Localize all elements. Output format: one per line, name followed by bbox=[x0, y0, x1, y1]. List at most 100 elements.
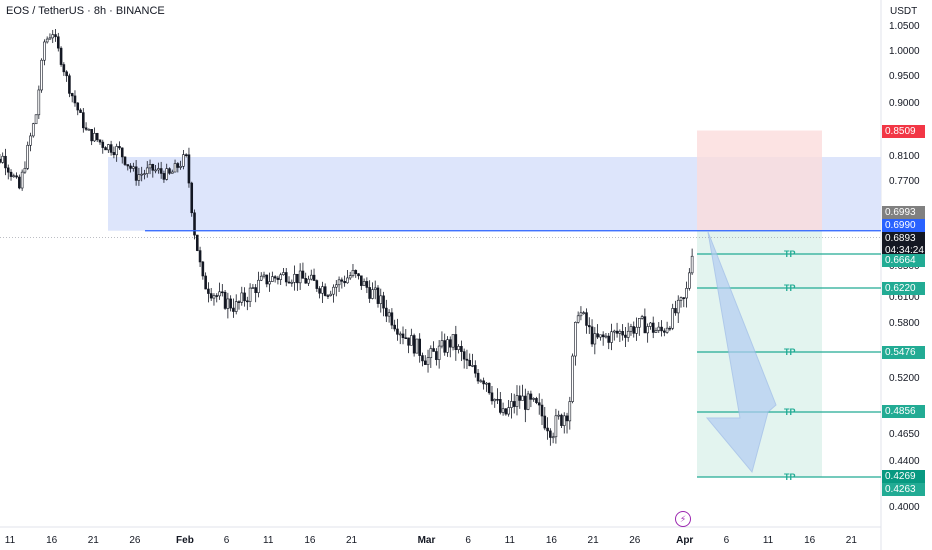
candle-body bbox=[26, 144, 30, 169]
candle-body bbox=[423, 360, 427, 365]
candle-body bbox=[462, 351, 466, 360]
candle-body bbox=[448, 339, 452, 348]
candle-body bbox=[407, 337, 410, 346]
candle-body bbox=[390, 312, 394, 326]
candle-body bbox=[140, 173, 143, 176]
candle-body bbox=[510, 401, 513, 408]
candle-body bbox=[599, 334, 602, 338]
candle-body bbox=[4, 155, 7, 169]
candle-body bbox=[557, 414, 560, 417]
candle-body bbox=[440, 340, 444, 347]
candle-body bbox=[473, 365, 477, 374]
candle-body bbox=[243, 292, 246, 302]
time-tick: Apr bbox=[676, 535, 694, 546]
candle-body bbox=[479, 380, 483, 383]
countdown-label: 04:34:24 bbox=[882, 244, 925, 257]
candle-body bbox=[568, 401, 572, 422]
candle-body bbox=[379, 295, 383, 304]
candle-body bbox=[118, 146, 121, 149]
tp-label-1: TP bbox=[784, 249, 796, 259]
candle-body bbox=[585, 312, 588, 326]
candle-body bbox=[229, 298, 232, 309]
candle-body bbox=[276, 277, 280, 280]
candle-body bbox=[218, 291, 221, 297]
candle-body bbox=[493, 398, 497, 402]
candle-body bbox=[115, 146, 118, 156]
symbol-title[interactable]: EOS / TetherUS · 8h · BINANCE bbox=[6, 5, 165, 17]
price-axis-unit[interactable]: USDT bbox=[890, 6, 918, 17]
tp2-price-label: 0.6220 bbox=[882, 282, 925, 295]
candle-body bbox=[587, 325, 591, 328]
candle-body bbox=[688, 272, 691, 289]
candle-body bbox=[20, 171, 24, 189]
candle-body bbox=[654, 330, 658, 333]
price-tick: 0.4650 bbox=[889, 428, 920, 440]
price-tick: 1.0500 bbox=[889, 21, 920, 32]
price-tick: 0.5200 bbox=[889, 372, 920, 384]
candle-body bbox=[371, 289, 374, 299]
candle-body bbox=[40, 59, 43, 91]
tp5-price-label: 0.4269 bbox=[882, 470, 925, 483]
candle-body bbox=[56, 36, 60, 49]
candle-body bbox=[471, 365, 474, 367]
candle-body bbox=[43, 41, 46, 61]
candle-body bbox=[676, 299, 680, 314]
candle-body bbox=[93, 133, 96, 142]
candle-body bbox=[240, 292, 244, 303]
low-price-label: 0.4263 bbox=[882, 483, 925, 496]
lightning-icon[interactable]: ⚡ bbox=[675, 511, 691, 527]
candle-body bbox=[307, 278, 310, 284]
tp-label-5: TP bbox=[784, 472, 796, 482]
candle-body bbox=[198, 250, 202, 263]
candle-body bbox=[193, 212, 196, 236]
candle-body bbox=[640, 316, 644, 319]
price-tick: 0.7700 bbox=[889, 176, 920, 187]
candle-body bbox=[201, 261, 205, 277]
candle-body bbox=[532, 398, 535, 400]
candle-body bbox=[45, 38, 49, 43]
candle-body bbox=[257, 279, 260, 293]
candle-body bbox=[485, 382, 488, 385]
tp-label-3: TP bbox=[784, 347, 796, 357]
candle-body bbox=[507, 407, 510, 415]
candle-body bbox=[663, 330, 666, 333]
candle-body bbox=[579, 312, 583, 317]
candle-body bbox=[287, 281, 291, 284]
candle-body bbox=[621, 331, 624, 336]
candle-body bbox=[284, 272, 288, 283]
candle-body bbox=[268, 281, 271, 285]
candle-body bbox=[451, 334, 455, 348]
candle-body bbox=[301, 270, 305, 279]
candle-body bbox=[173, 163, 177, 173]
time-tick: 21 bbox=[845, 535, 857, 546]
candle-body bbox=[343, 280, 346, 284]
candle-body bbox=[265, 274, 269, 285]
tp-label-2: TP bbox=[784, 283, 796, 293]
candle-body bbox=[65, 71, 68, 77]
candle-body bbox=[593, 333, 597, 345]
candle-body bbox=[421, 355, 424, 362]
price-tick: 0.5800 bbox=[889, 318, 920, 330]
candle-body bbox=[521, 395, 524, 401]
candle-body bbox=[560, 414, 563, 426]
candle-body bbox=[212, 295, 216, 299]
candle-body bbox=[251, 287, 255, 289]
candle-body bbox=[207, 288, 210, 294]
candle-body bbox=[435, 351, 438, 360]
candle-body bbox=[159, 168, 163, 174]
candle-body bbox=[649, 322, 652, 327]
candle-body bbox=[499, 399, 502, 413]
price-tick: 0.9000 bbox=[889, 98, 920, 109]
time-tick: 11 bbox=[4, 535, 16, 546]
candle-body bbox=[365, 281, 369, 288]
candle-body bbox=[101, 141, 105, 148]
candle-body bbox=[182, 154, 185, 167]
candle-body bbox=[157, 168, 160, 171]
price-tick: 0.4000 bbox=[889, 502, 920, 513]
candle-body bbox=[187, 154, 191, 184]
candle-body bbox=[221, 291, 224, 294]
candle-body bbox=[362, 281, 366, 286]
candle-body bbox=[590, 326, 594, 345]
candle-body bbox=[237, 301, 241, 303]
